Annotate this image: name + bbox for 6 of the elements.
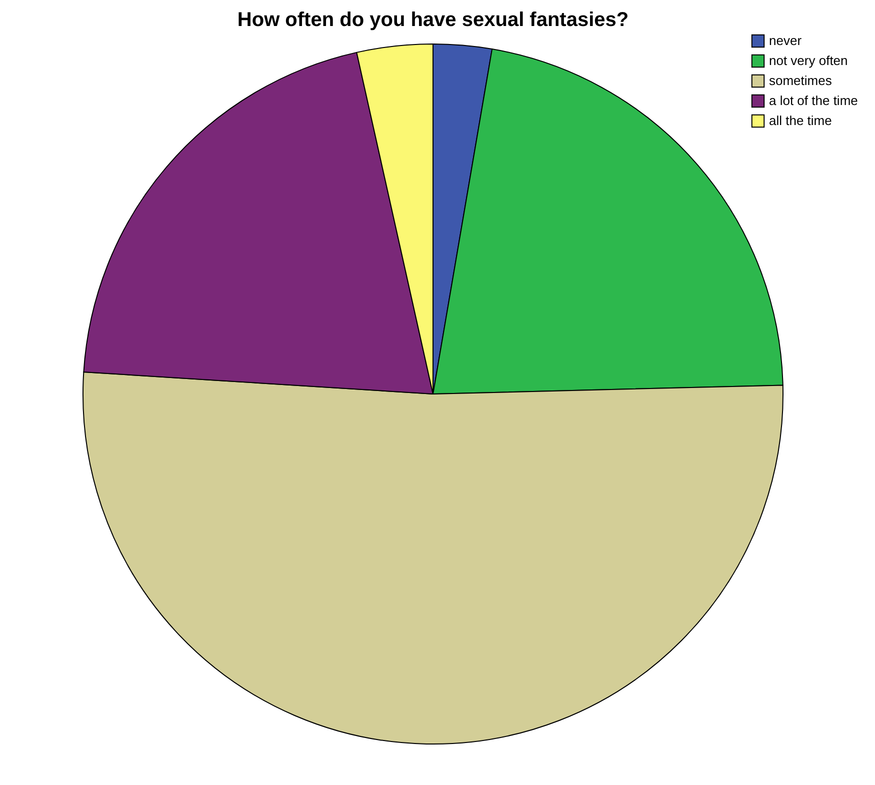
legend-label: not very often bbox=[769, 53, 848, 68]
legend-label: a lot of the time bbox=[769, 93, 858, 108]
legend-label: sometimes bbox=[769, 73, 832, 88]
legend-label: all the time bbox=[769, 113, 832, 128]
legend-label: never bbox=[769, 33, 802, 48]
chart-title: How often do you have sexual fantasies? bbox=[237, 9, 629, 31]
